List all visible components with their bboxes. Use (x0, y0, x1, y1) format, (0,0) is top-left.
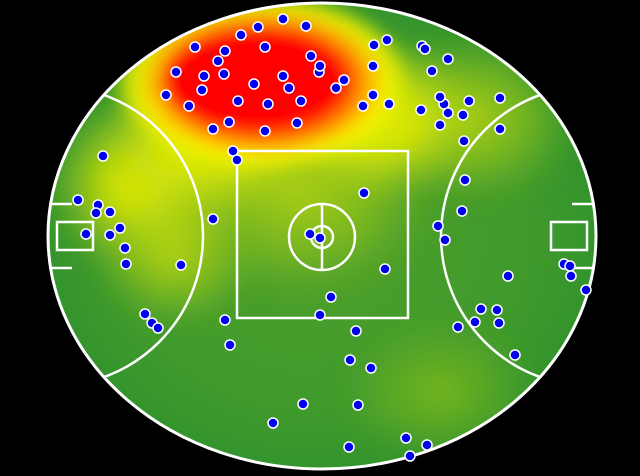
event-marker (314, 60, 326, 72)
event-marker (223, 116, 235, 128)
event-marker (564, 260, 576, 272)
event-marker (379, 263, 391, 275)
event-marker (459, 174, 471, 186)
event-marker (463, 95, 475, 107)
event-marker (104, 206, 116, 218)
event-marker (212, 55, 224, 67)
event-marker (119, 242, 131, 254)
event-marker (224, 339, 236, 351)
event-marker (509, 349, 521, 361)
event-marker (170, 66, 182, 78)
event-marker (493, 317, 505, 329)
event-marker (434, 119, 446, 131)
event-marker (218, 68, 230, 80)
event-marker (565, 270, 577, 282)
event-marker (295, 95, 307, 107)
event-markers-layer (72, 13, 592, 462)
event-marker (219, 314, 231, 326)
event-marker (350, 325, 362, 337)
event-marker (277, 70, 289, 82)
event-marker (426, 65, 438, 77)
event-marker (259, 125, 271, 137)
event-marker (189, 41, 201, 53)
event-marker (248, 78, 260, 90)
event-marker (72, 194, 84, 206)
event-marker (383, 98, 395, 110)
event-marker (207, 213, 219, 225)
event-marker (314, 232, 326, 244)
event-marker (368, 39, 380, 51)
event-marker (267, 417, 279, 429)
event-marker (305, 50, 317, 62)
event-marker (494, 123, 506, 135)
event-marker (325, 291, 337, 303)
event-marker (262, 98, 274, 110)
event-marker (196, 84, 208, 96)
event-marker (358, 187, 370, 199)
event-marker (421, 439, 433, 451)
event-marker (259, 41, 271, 53)
event-marker (343, 441, 355, 453)
event-marker (419, 43, 431, 55)
event-marker (404, 450, 416, 462)
event-marker (232, 95, 244, 107)
event-marker (456, 205, 468, 217)
event-marker (452, 321, 464, 333)
event-marker (175, 259, 187, 271)
goal-square-left (55, 220, 95, 252)
event-marker (300, 20, 312, 32)
event-marker (344, 354, 356, 366)
event-marker (160, 89, 172, 101)
event-marker (104, 229, 116, 241)
event-marker (475, 303, 487, 315)
event-marker (365, 362, 377, 374)
boundary-line (46, 1, 598, 471)
event-marker (457, 109, 469, 121)
event-marker (207, 123, 219, 135)
event-marker (291, 117, 303, 129)
event-marker (152, 322, 164, 334)
event-marker (439, 234, 451, 246)
event-marker (304, 228, 316, 240)
event-marker (415, 104, 427, 116)
event-marker (494, 92, 506, 104)
event-marker (442, 107, 454, 119)
event-marker (139, 308, 151, 320)
event-marker (277, 13, 289, 25)
event-marker (381, 34, 393, 46)
event-marker (580, 284, 592, 296)
event-marker (442, 53, 454, 65)
event-marker (338, 74, 350, 86)
event-marker (219, 45, 231, 57)
event-marker (434, 91, 446, 103)
event-marker (120, 258, 132, 270)
event-marker (367, 89, 379, 101)
event-marker (357, 100, 369, 112)
event-marker (314, 309, 326, 321)
event-marker (235, 29, 247, 41)
event-marker (469, 316, 481, 328)
event-marker (297, 398, 309, 410)
event-marker (90, 207, 102, 219)
event-marker (330, 82, 342, 94)
event-marker (198, 70, 210, 82)
goal-square-right (549, 220, 589, 252)
event-marker (367, 60, 379, 72)
event-marker (80, 228, 92, 240)
event-marker (183, 100, 195, 112)
event-marker (491, 304, 503, 316)
event-marker (432, 220, 444, 232)
event-marker (114, 222, 126, 234)
event-marker (502, 270, 514, 282)
event-marker (97, 150, 109, 162)
event-marker (352, 399, 364, 411)
event-marker (252, 21, 264, 33)
event-marker (283, 82, 295, 94)
event-marker (458, 135, 470, 147)
event-marker (231, 154, 243, 166)
event-marker (400, 432, 412, 444)
